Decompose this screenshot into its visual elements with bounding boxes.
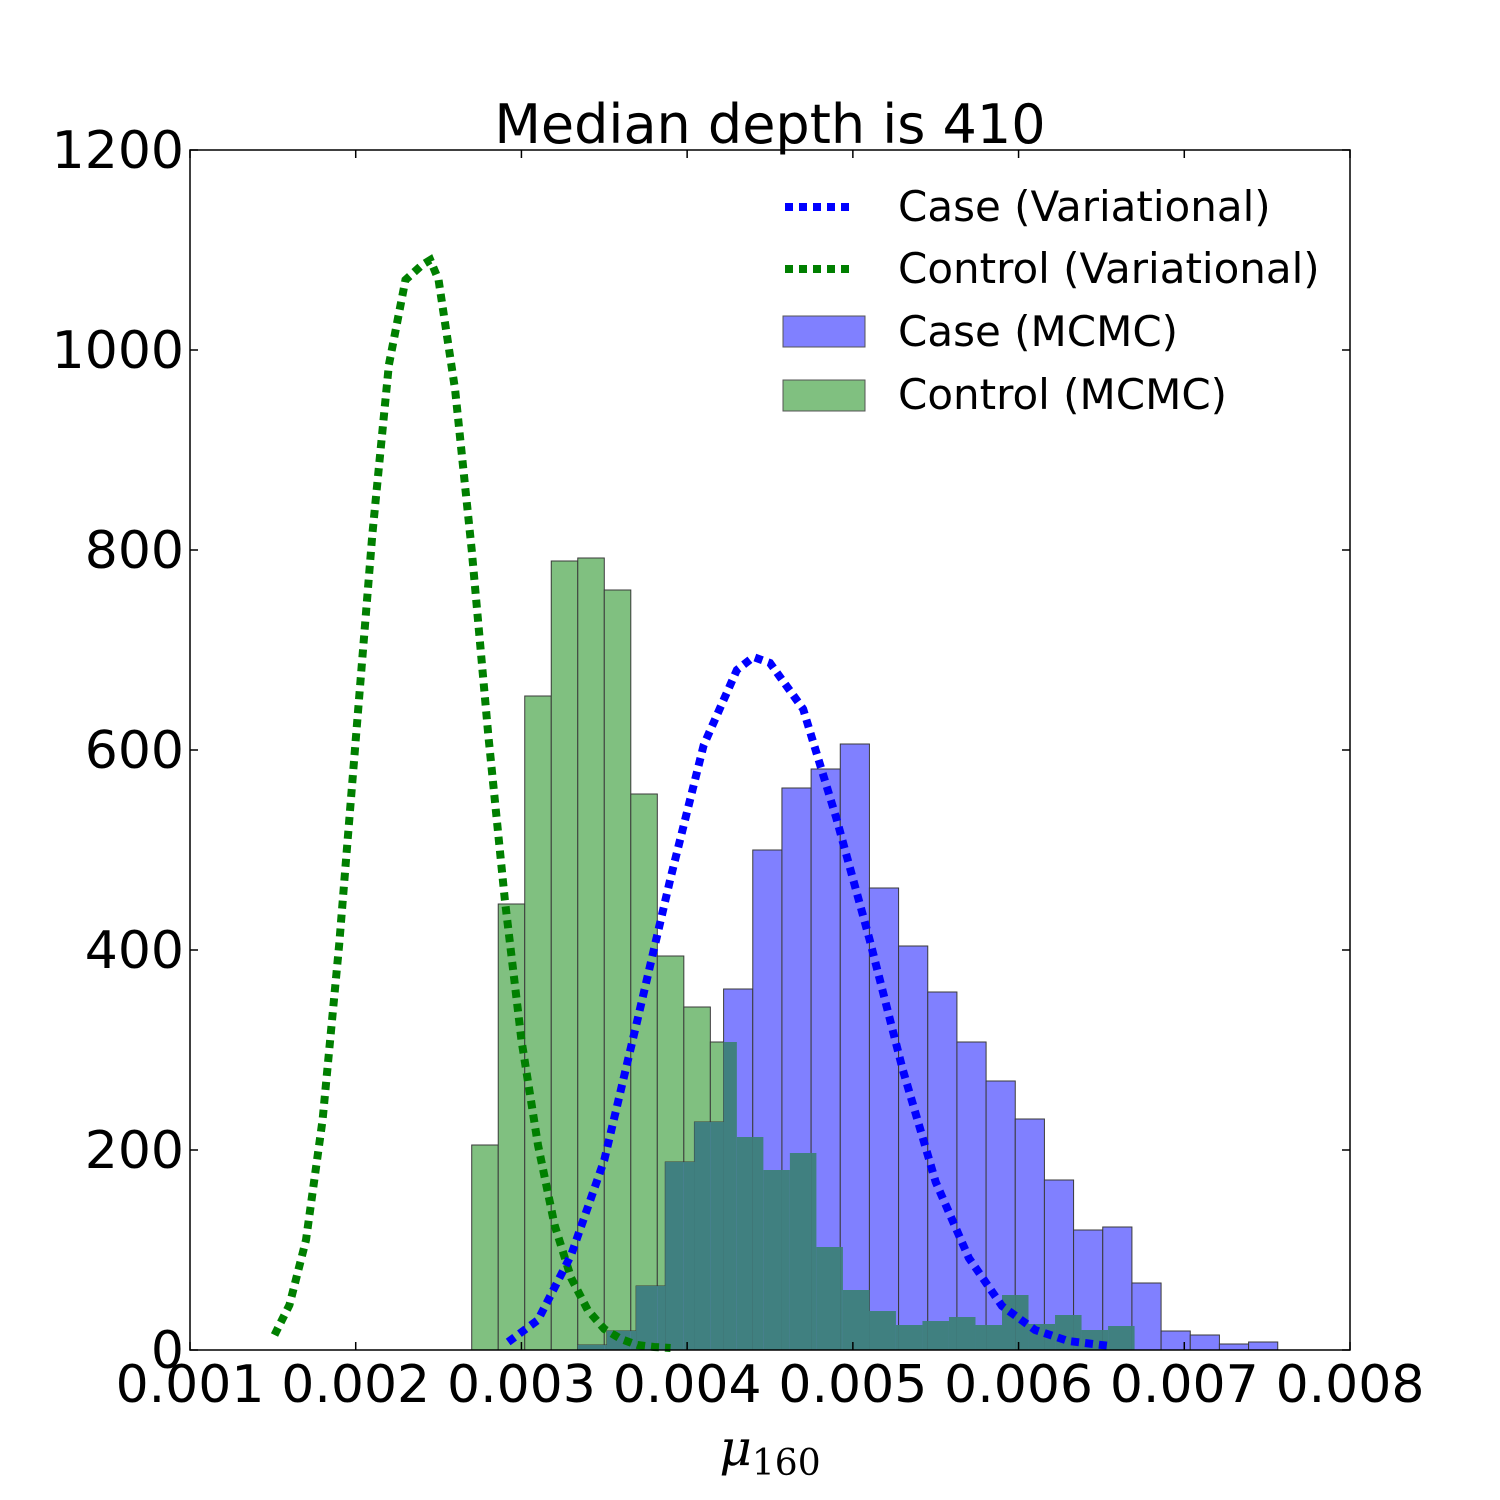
overlap-bars [577, 1042, 1135, 1350]
case-mcmc-bar [1131, 1282, 1162, 1351]
overlap-bar-segment [869, 1311, 896, 1350]
overlap-bar-segment [986, 1325, 1002, 1350]
control-mcmc-bar [577, 557, 605, 1351]
overlap-bar-segment [975, 1325, 987, 1350]
legend: Case (Variational) Control (Variational)… [782, 182, 1320, 419]
legend-label-control-variational: Control (Variational) [898, 244, 1320, 293]
control-mcmc-bar [524, 695, 552, 1351]
overlap-bar-segment [1108, 1326, 1132, 1350]
x-axis: 0.001 0.002 0.003 0.004 0.005 0.006 0.007 0.008 [116, 150, 1425, 1415]
case-mcmc-bar [1014, 1118, 1045, 1351]
x-axis-label: μ160 [719, 1419, 820, 1484]
x-tick-label: 0.005 [778, 1355, 927, 1415]
legend-swatch-case-mcmc [782, 315, 866, 348]
case-mcmc-bar [1248, 1341, 1279, 1351]
overlap-bar-segment [927, 1321, 949, 1350]
control-variational-line [270, 254, 671, 1352]
overlap-bar-segment [956, 1317, 976, 1350]
overlap-bar-segment [630, 1331, 637, 1350]
control-mcmc-bar [497, 903, 526, 1351]
control-mcmc-bars [471, 557, 1136, 1351]
x-tick-label: 0.004 [613, 1355, 762, 1415]
y-tick-label: 1000 [52, 321, 184, 381]
case-mcmc-bar [1189, 1334, 1220, 1351]
overlap-bar-segment [840, 1247, 843, 1350]
overlap-bar-segment [657, 1286, 666, 1350]
overlap-bar-segment [816, 1247, 841, 1350]
y-axis: 0 200 400 600 800 1000 1200 [52, 121, 1350, 1381]
y-tick-label: 800 [85, 521, 184, 581]
overlap-bar-segment [842, 1290, 870, 1350]
case-mcmc-bar [1160, 1330, 1191, 1351]
y-tick-label: 200 [85, 1121, 184, 1181]
case-mcmc-bar [868, 887, 900, 1351]
overlap-bar-segment [683, 1162, 695, 1350]
overlap-bar-segment [811, 1153, 817, 1350]
chart-title: Median depth is 410 [494, 93, 1045, 156]
overlap-bar-segment [736, 1137, 753, 1350]
overlap-bar-segment [781, 1170, 790, 1350]
x-axis-label-subscript: 160 [752, 1443, 821, 1484]
control-mcmc-bar [471, 1144, 499, 1351]
overlap-bar-segment [922, 1321, 928, 1350]
x-tick-label: 0.001 [116, 1355, 265, 1415]
overlap-bar-segment [1131, 1326, 1135, 1350]
control-mcmc-bar [630, 793, 658, 1351]
overlap-bar-segment [577, 1345, 605, 1350]
x-tick-label: 0.002 [281, 1355, 430, 1415]
y-tick-label: 600 [85, 721, 184, 781]
overlap-bar-segment [752, 1137, 764, 1350]
y-tick-label: 0 [151, 1321, 184, 1381]
overlap-bar-segment [763, 1170, 782, 1350]
x-tick-label: 0.008 [1276, 1355, 1425, 1415]
x-tick-label: 0.007 [1110, 1355, 1259, 1415]
overlap-bar-segment [723, 1042, 737, 1350]
overlap-bar-segment [789, 1153, 812, 1350]
overlap-bar-segment [1073, 1315, 1082, 1350]
plot-area [270, 254, 1279, 1352]
case-variational-line [505, 652, 1111, 1350]
case-mcmc-bar [956, 1041, 987, 1351]
case-mcmc-bar [839, 743, 870, 1351]
x-tick-label: 0.003 [447, 1355, 596, 1415]
overlap-bar-segment [636, 1286, 658, 1350]
overlap-bar-segment [604, 1345, 607, 1350]
overlap-bar-segment [1102, 1330, 1109, 1350]
x-axis-label-symbol: μ [719, 1419, 752, 1477]
overlap-bar-segment [665, 1162, 684, 1350]
y-tick-label: 1200 [52, 121, 184, 181]
legend-swatch-control-mcmc [782, 379, 866, 412]
legend-label-control-mcmc: Control (MCMC) [898, 370, 1227, 419]
x-tick-label: 0.006 [944, 1355, 1093, 1415]
control-mcmc-bar [603, 589, 632, 1351]
overlap-bar-segment [895, 1325, 899, 1350]
case-mcmc-bar [898, 945, 929, 1351]
case-mcmc-bar [1218, 1343, 1250, 1351]
overlap-bar-segment [694, 1122, 711, 1350]
y-tick-label: 400 [85, 921, 184, 981]
overlap-bar-segment [710, 1122, 724, 1350]
legend-label-case-mcmc: Case (MCMC) [898, 307, 1178, 356]
overlap-bar-segment [948, 1317, 957, 1350]
overlap-bar-segment [898, 1325, 923, 1350]
legend-label-case-variational: Case (Variational) [898, 182, 1271, 231]
